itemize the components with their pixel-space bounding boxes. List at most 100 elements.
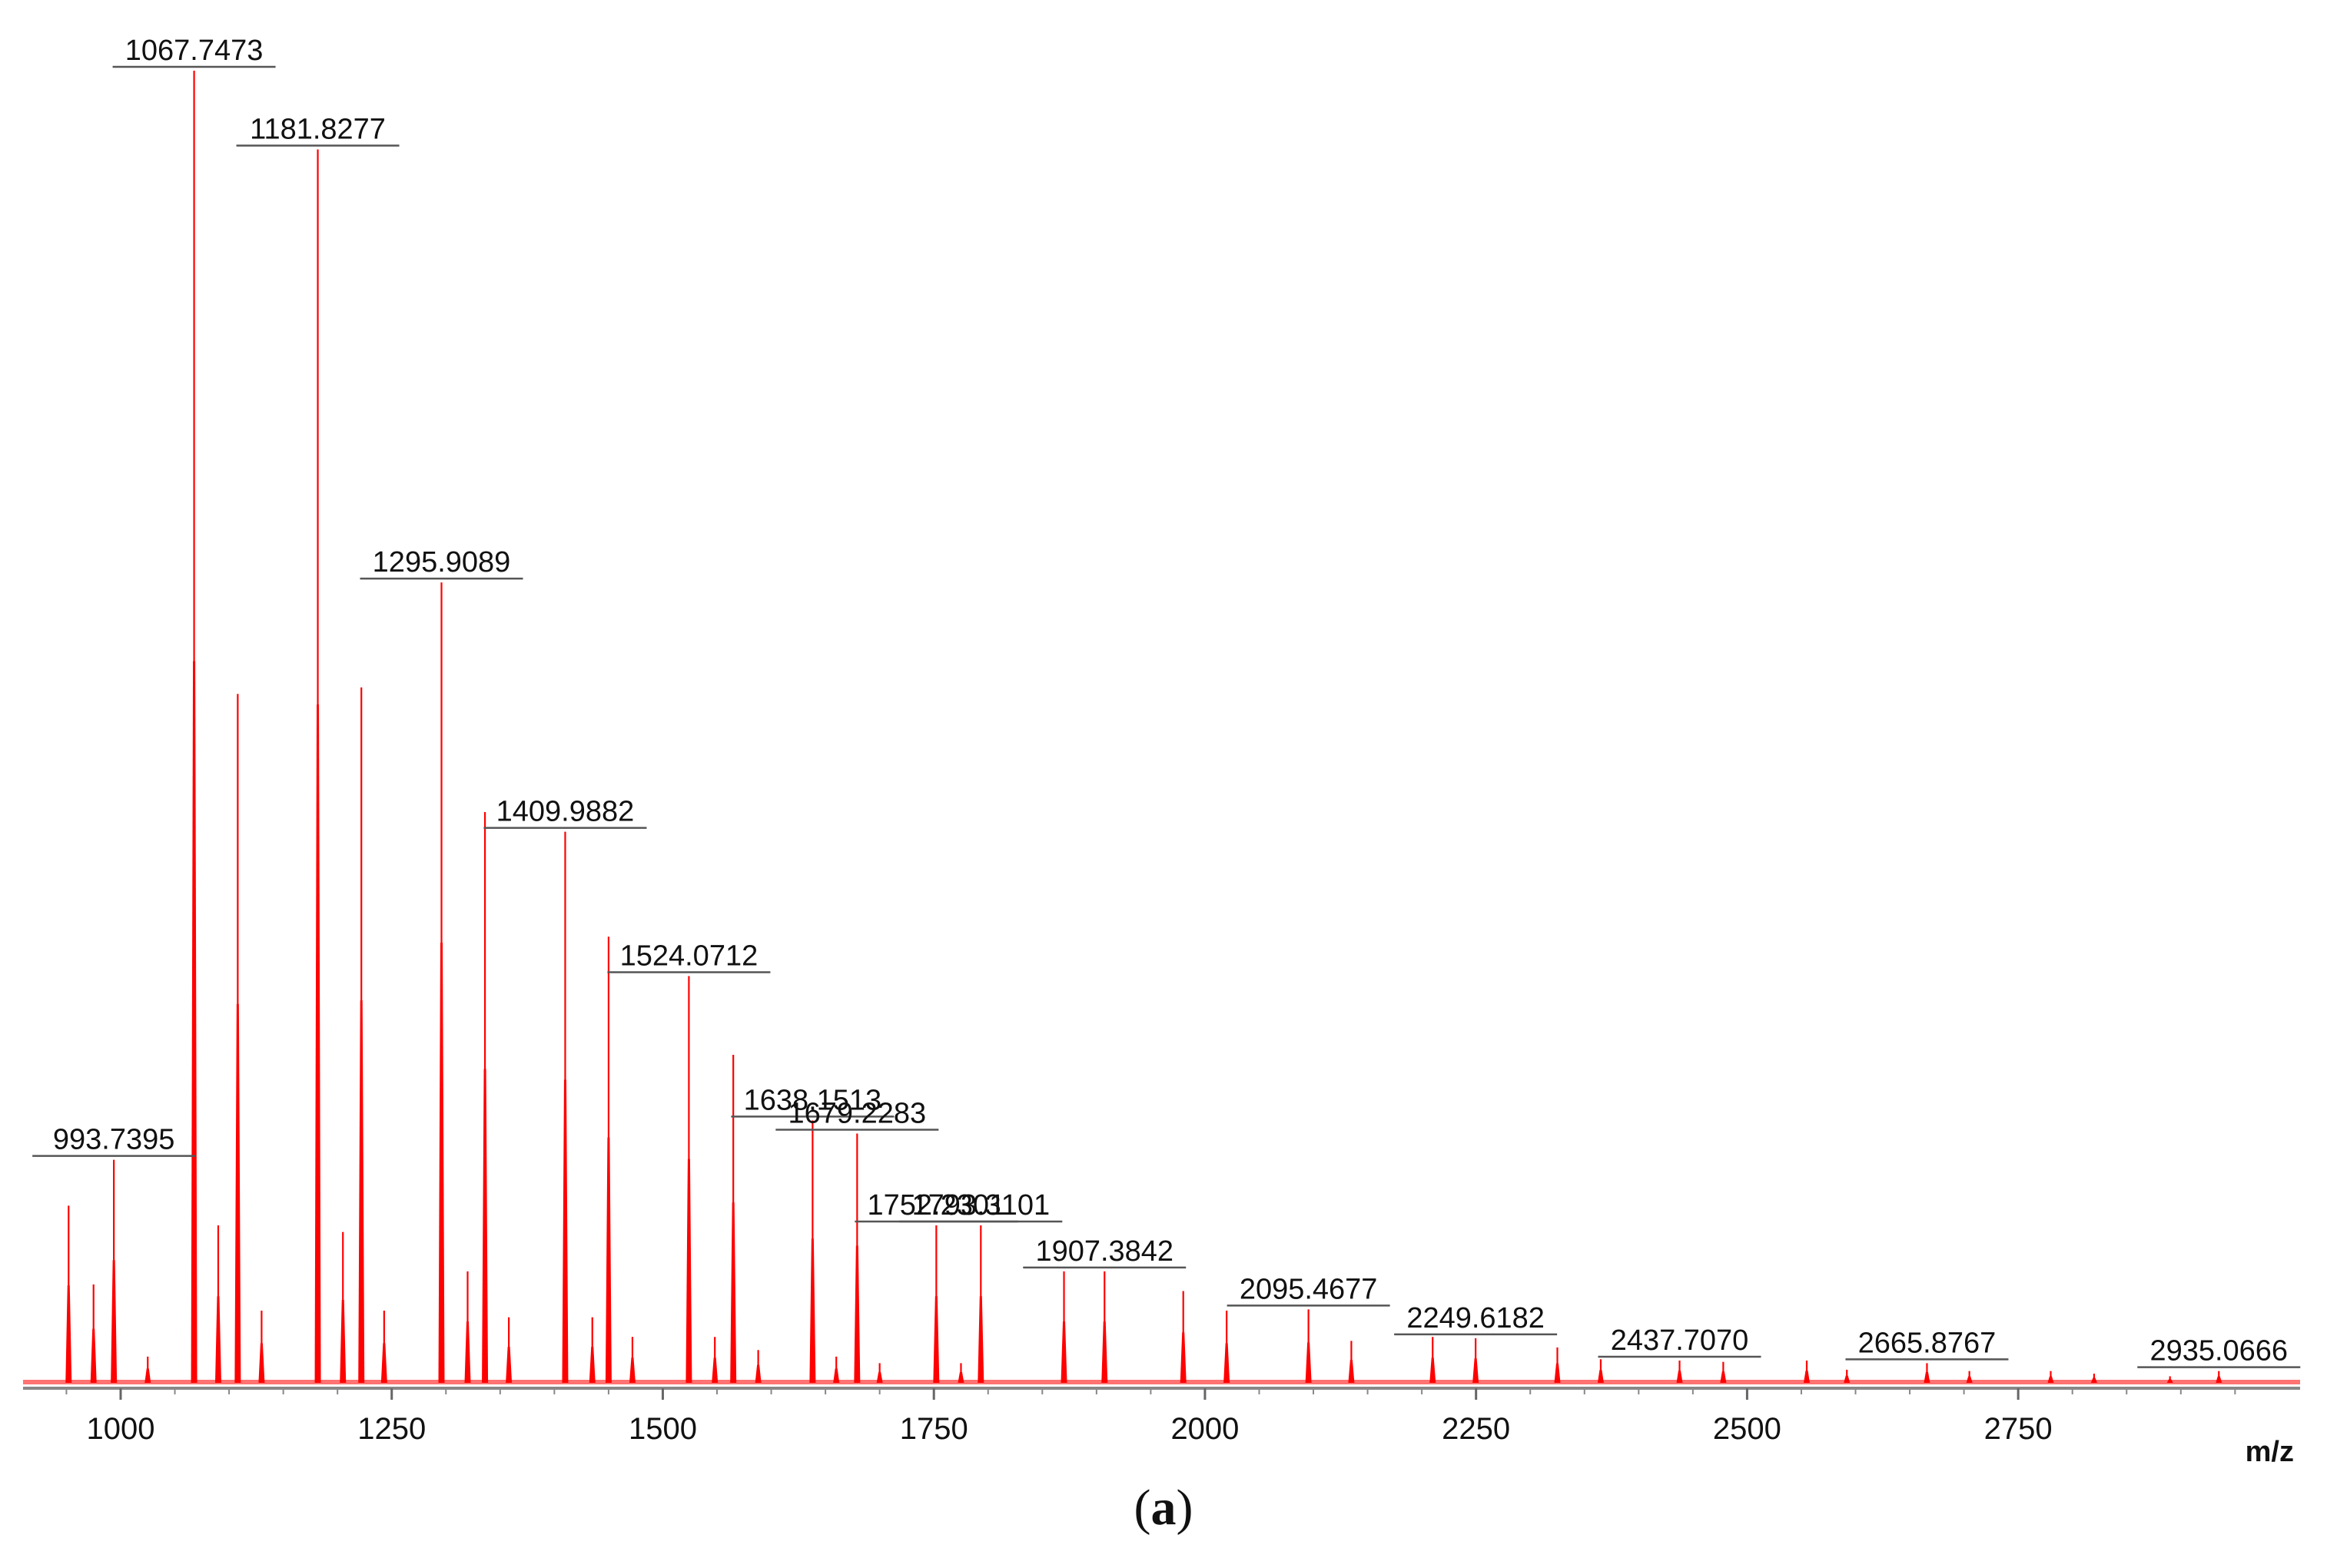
annotated-peak — [562, 831, 569, 1383]
x-tick-label: 2250 — [1442, 1412, 1510, 1446]
annotated-peak — [933, 1225, 940, 1383]
peak-body — [214, 1296, 221, 1383]
peak — [1554, 1347, 1561, 1383]
peak-body — [854, 1245, 861, 1383]
peak-body — [958, 1371, 964, 1383]
peak-label: 2437.7070 — [1598, 1324, 1761, 1358]
peak-body — [1676, 1371, 1683, 1383]
peak-body — [111, 1260, 118, 1383]
peak-label: 1067.7473 — [112, 35, 276, 68]
peak — [464, 1271, 471, 1383]
peak — [234, 694, 241, 1383]
peak — [1844, 1369, 1851, 1383]
peak-body — [1101, 1321, 1108, 1383]
annotated-peak — [809, 1120, 816, 1383]
peak-body — [1305, 1342, 1312, 1383]
peak — [1966, 1371, 1973, 1383]
peak — [1804, 1360, 1811, 1383]
peak-label-text: 1752.2301 — [868, 1189, 1006, 1222]
peak-body — [2090, 1377, 2097, 1383]
peak-label: 1793.3101 — [899, 1189, 1063, 1223]
x-axis-ticks: 1000 1250 1500 1750 2000 2250 2500 2750 — [65, 1388, 2236, 1446]
peak — [506, 1317, 513, 1383]
peak-body — [1429, 1357, 1436, 1383]
peak-body — [1720, 1371, 1727, 1383]
peak — [340, 1232, 347, 1383]
x-tick: 2750 — [1984, 1388, 2053, 1446]
peak — [1429, 1337, 1436, 1383]
caption-close: ) — [1176, 1480, 1193, 1536]
annotated-peak — [978, 1225, 984, 1383]
peak-label: 1907.3842 — [1023, 1235, 1187, 1269]
peak-body — [1597, 1370, 1604, 1383]
peak-label: 1524.0712 — [607, 940, 771, 973]
peak-label: 993.7395 — [32, 1124, 196, 1157]
peak — [358, 687, 365, 1383]
peak — [833, 1356, 840, 1383]
x-tick-label: 2000 — [1170, 1412, 1239, 1446]
peak-body — [629, 1357, 636, 1383]
peak-body — [90, 1328, 97, 1383]
peak-body — [1348, 1359, 1355, 1383]
peak — [144, 1356, 151, 1383]
peak — [65, 1205, 72, 1383]
annotated-peak — [191, 71, 198, 1383]
peak — [90, 1284, 97, 1383]
figure-caption: (a) — [0, 1479, 2327, 1537]
peak-body — [933, 1296, 940, 1383]
peak-body — [712, 1357, 719, 1383]
peak-body — [755, 1364, 762, 1383]
caption-letter: a — [1150, 1480, 1177, 1536]
x-axis-title: m/z — [2246, 1436, 2294, 1468]
peak-label-text: 2095.4677 — [1240, 1273, 1378, 1305]
caption-open: ( — [1134, 1480, 1151, 1536]
peak — [2166, 1376, 2173, 1383]
x-tick: 1500 — [629, 1388, 697, 1446]
x-tick: 2000 — [1170, 1388, 1239, 1446]
peak-label-text: 1679.2283 — [788, 1097, 927, 1129]
x-tick-label: 2500 — [1713, 1412, 1781, 1446]
peak-label-text: 1181.8277 — [250, 113, 386, 145]
peak-label-text: 993.7395 — [53, 1124, 175, 1156]
peak-body — [1966, 1376, 1973, 1383]
peak-body — [358, 1000, 365, 1383]
peak-label-text: 2935.0666 — [2149, 1335, 2288, 1367]
annotated-peak — [2216, 1371, 2222, 1383]
peak-body — [2047, 1376, 2054, 1383]
peak-label: 2665.8767 — [1845, 1327, 2009, 1361]
peak-body — [482, 1069, 489, 1383]
peak-label-text: 1409.9882 — [496, 796, 635, 828]
peak — [214, 1225, 221, 1383]
peak — [712, 1337, 719, 1383]
peak-labels-layer: 993.7395 1067.7473 1181.8277 1295.9089 1409.… — [32, 35, 2301, 1368]
annotated-peak — [438, 582, 445, 1383]
peak-label: 1409.9882 — [483, 796, 647, 829]
peak — [629, 1337, 636, 1383]
annotated-peak — [1472, 1338, 1479, 1383]
peak — [1223, 1311, 1230, 1383]
peak — [258, 1311, 265, 1383]
peak-body — [809, 1238, 816, 1383]
peak — [2047, 1371, 2054, 1383]
peak-body — [589, 1347, 596, 1383]
peak-body — [1804, 1371, 1811, 1383]
peaks-layer — [23, 71, 2300, 1384]
peak-body — [438, 942, 445, 1383]
annotated-peak — [1305, 1309, 1312, 1383]
peak-body — [685, 1159, 692, 1383]
peak-body — [234, 1003, 241, 1383]
x-tick-label: 2750 — [1984, 1412, 2053, 1446]
peak-body — [506, 1347, 513, 1383]
peak-body — [1061, 1321, 1067, 1383]
peak — [1720, 1361, 1727, 1383]
peak — [958, 1363, 964, 1383]
peak-body — [1844, 1375, 1851, 1383]
peak — [2090, 1374, 2097, 1383]
peak — [1180, 1291, 1187, 1383]
peak — [876, 1363, 883, 1383]
peak-body — [1924, 1371, 1930, 1383]
annotated-peak — [314, 149, 321, 1383]
x-tick-label: 1000 — [86, 1412, 154, 1446]
peak-label: 1679.2283 — [775, 1097, 939, 1131]
